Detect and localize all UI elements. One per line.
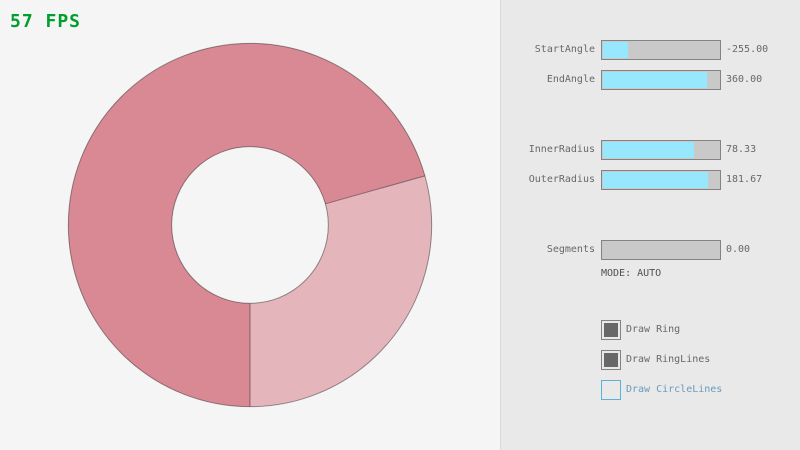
- startangle-value: -255.00: [726, 44, 769, 55]
- ring-radial-line-start: [325, 175, 426, 205]
- innerradius-value: 78.33: [726, 144, 757, 155]
- ring-sector-single-cover: [250, 175, 432, 407]
- outerradius-slider[interactable]: [601, 170, 721, 190]
- draw-ringlines-checkmark: [604, 353, 618, 367]
- draw-ring-label: Draw Ring: [626, 324, 681, 335]
- draw-ringlines-label: Draw RingLines: [626, 354, 711, 365]
- segments-label: Segments: [546, 244, 595, 255]
- startangle-label: StartAngle: [534, 44, 595, 55]
- draw-circlelines-checkbox[interactable]: [601, 380, 621, 400]
- outerradius-value: 181.67: [726, 174, 763, 185]
- ring-sector-double-cover: [68, 43, 425, 407]
- innerradius-slider[interactable]: [601, 140, 721, 160]
- endangle-slider-fill: [603, 72, 707, 88]
- endangle-slider[interactable]: [601, 70, 721, 90]
- draw-ring-checkbox[interactable]: [601, 320, 621, 340]
- startangle-slider[interactable]: [601, 40, 721, 60]
- mode-text: MODE: AUTO: [601, 268, 662, 279]
- endangle-value: 360.00: [726, 74, 763, 85]
- ring-outer-outline: [67, 42, 433, 408]
- fps-counter: 57 FPS: [10, 11, 82, 32]
- startangle-slider-fill: [603, 42, 628, 58]
- ring-inner-outline: [171, 146, 329, 304]
- draw-ring-checkmark: [604, 323, 618, 337]
- endangle-label: EndAngle: [546, 74, 595, 85]
- outerradius-slider-fill: [603, 172, 708, 188]
- segments-slider[interactable]: [601, 240, 721, 260]
- innerradius-slider-fill: [603, 142, 694, 158]
- draw-ringlines-checkbox[interactable]: [601, 350, 621, 370]
- segments-value: 0.00: [726, 244, 751, 255]
- draw-circlelines-label: Draw CircleLines: [626, 384, 723, 395]
- control-panel: StartAngle -255.00 EndAngle 360.00 Inner…: [500, 0, 800, 450]
- outerradius-label: OuterRadius: [528, 174, 595, 185]
- innerradius-label: InnerRadius: [528, 144, 595, 155]
